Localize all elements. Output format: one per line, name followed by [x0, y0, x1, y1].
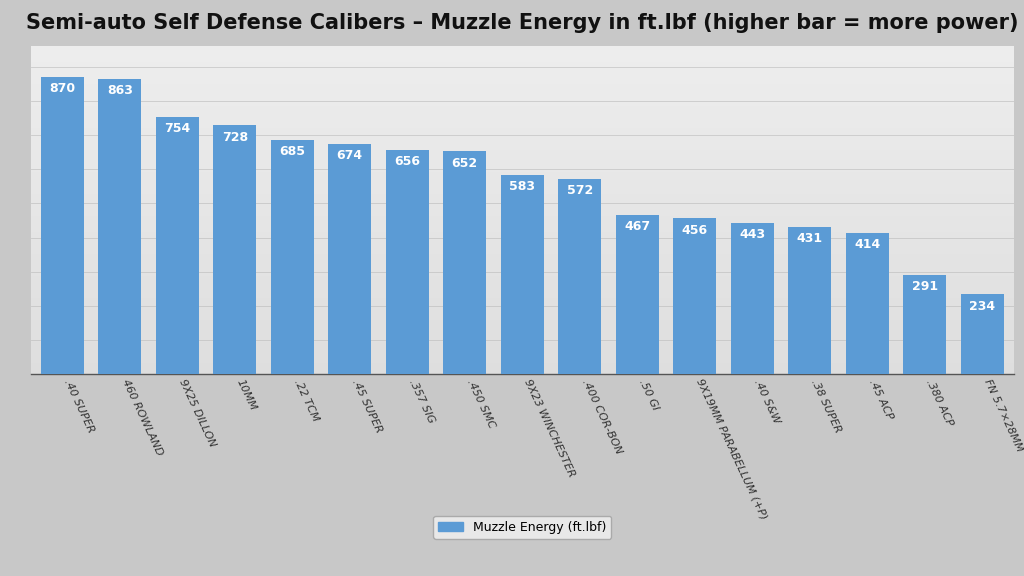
Bar	[31, 101, 1014, 106]
Bar	[31, 232, 1014, 238]
Bar	[156, 116, 199, 374]
Bar	[31, 123, 1014, 128]
Bar	[31, 188, 1014, 194]
Bar	[31, 271, 1014, 276]
Text: 652: 652	[452, 157, 478, 169]
Bar	[31, 90, 1014, 95]
Bar	[31, 243, 1014, 249]
Bar	[31, 63, 1014, 68]
Bar	[31, 68, 1014, 73]
Bar	[501, 175, 544, 374]
Bar	[31, 57, 1014, 63]
Text: 234: 234	[969, 300, 995, 313]
Text: 572: 572	[566, 184, 593, 197]
Text: 728: 728	[222, 131, 248, 143]
Bar	[31, 276, 1014, 281]
Legend: Muzzle Energy (ft.lbf): Muzzle Energy (ft.lbf)	[433, 516, 611, 539]
Text: 685: 685	[280, 145, 305, 158]
Text: 467: 467	[625, 220, 650, 233]
Bar	[31, 342, 1014, 347]
Bar	[31, 161, 1014, 166]
Bar	[673, 218, 716, 374]
Bar	[558, 179, 601, 374]
Bar	[386, 150, 429, 374]
Bar	[31, 238, 1014, 243]
Bar	[31, 205, 1014, 210]
Bar	[31, 112, 1014, 118]
Text: 414: 414	[854, 238, 881, 251]
Bar	[31, 303, 1014, 309]
Bar	[31, 216, 1014, 221]
Title: Semi-auto Self Defense Calibers – Muzzle Energy in ft.lbf (higher bar = more pow: Semi-auto Self Defense Calibers – Muzzle…	[26, 13, 1019, 33]
Text: 431: 431	[797, 232, 822, 245]
Text: 656: 656	[394, 155, 420, 168]
Bar	[31, 210, 1014, 216]
Bar	[31, 199, 1014, 205]
Bar	[31, 353, 1014, 358]
Text: 291: 291	[911, 280, 938, 293]
Bar	[31, 298, 1014, 303]
Bar	[31, 347, 1014, 353]
Text: 443: 443	[739, 228, 765, 241]
Bar	[846, 233, 889, 374]
Bar	[31, 194, 1014, 199]
Bar	[31, 52, 1014, 57]
Text: 456: 456	[682, 223, 708, 237]
Bar	[31, 95, 1014, 101]
Bar	[31, 74, 1014, 79]
Bar	[731, 223, 774, 374]
Bar	[31, 139, 1014, 145]
Bar	[31, 85, 1014, 90]
Bar	[31, 46, 1014, 52]
Bar	[31, 249, 1014, 254]
Bar	[615, 215, 658, 374]
Bar	[961, 294, 1004, 374]
Bar	[31, 128, 1014, 134]
Bar	[31, 309, 1014, 314]
Bar	[31, 320, 1014, 325]
Bar	[31, 150, 1014, 156]
Bar	[31, 145, 1014, 150]
Bar	[31, 293, 1014, 298]
Bar	[31, 183, 1014, 188]
Text: 583: 583	[509, 180, 536, 193]
Bar	[31, 177, 1014, 183]
Text: 870: 870	[49, 82, 76, 95]
Text: 674: 674	[337, 149, 362, 162]
Bar	[31, 118, 1014, 123]
Bar	[31, 134, 1014, 139]
Bar	[31, 221, 1014, 227]
Text: 863: 863	[106, 85, 133, 97]
Bar	[31, 107, 1014, 112]
Bar	[31, 336, 1014, 342]
Bar	[31, 358, 1014, 363]
Bar	[31, 314, 1014, 320]
Bar	[31, 79, 1014, 85]
Bar	[31, 363, 1014, 369]
Bar	[31, 287, 1014, 293]
Bar	[31, 331, 1014, 336]
Bar	[788, 227, 831, 374]
Bar	[31, 325, 1014, 331]
Bar	[31, 254, 1014, 259]
Text: 754: 754	[164, 122, 190, 135]
Bar	[329, 144, 372, 374]
Bar	[903, 275, 946, 374]
Bar	[31, 259, 1014, 265]
Bar	[41, 77, 84, 374]
Bar	[31, 369, 1014, 374]
Bar	[270, 140, 313, 374]
Bar	[98, 79, 141, 374]
Bar	[31, 281, 1014, 287]
Bar	[31, 265, 1014, 271]
Bar	[31, 166, 1014, 172]
Bar	[31, 156, 1014, 161]
Bar	[31, 172, 1014, 177]
Bar	[443, 151, 486, 374]
Bar	[213, 126, 256, 374]
Bar	[31, 227, 1014, 232]
